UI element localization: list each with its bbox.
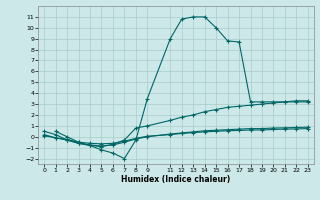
X-axis label: Humidex (Indice chaleur): Humidex (Indice chaleur): [121, 175, 231, 184]
